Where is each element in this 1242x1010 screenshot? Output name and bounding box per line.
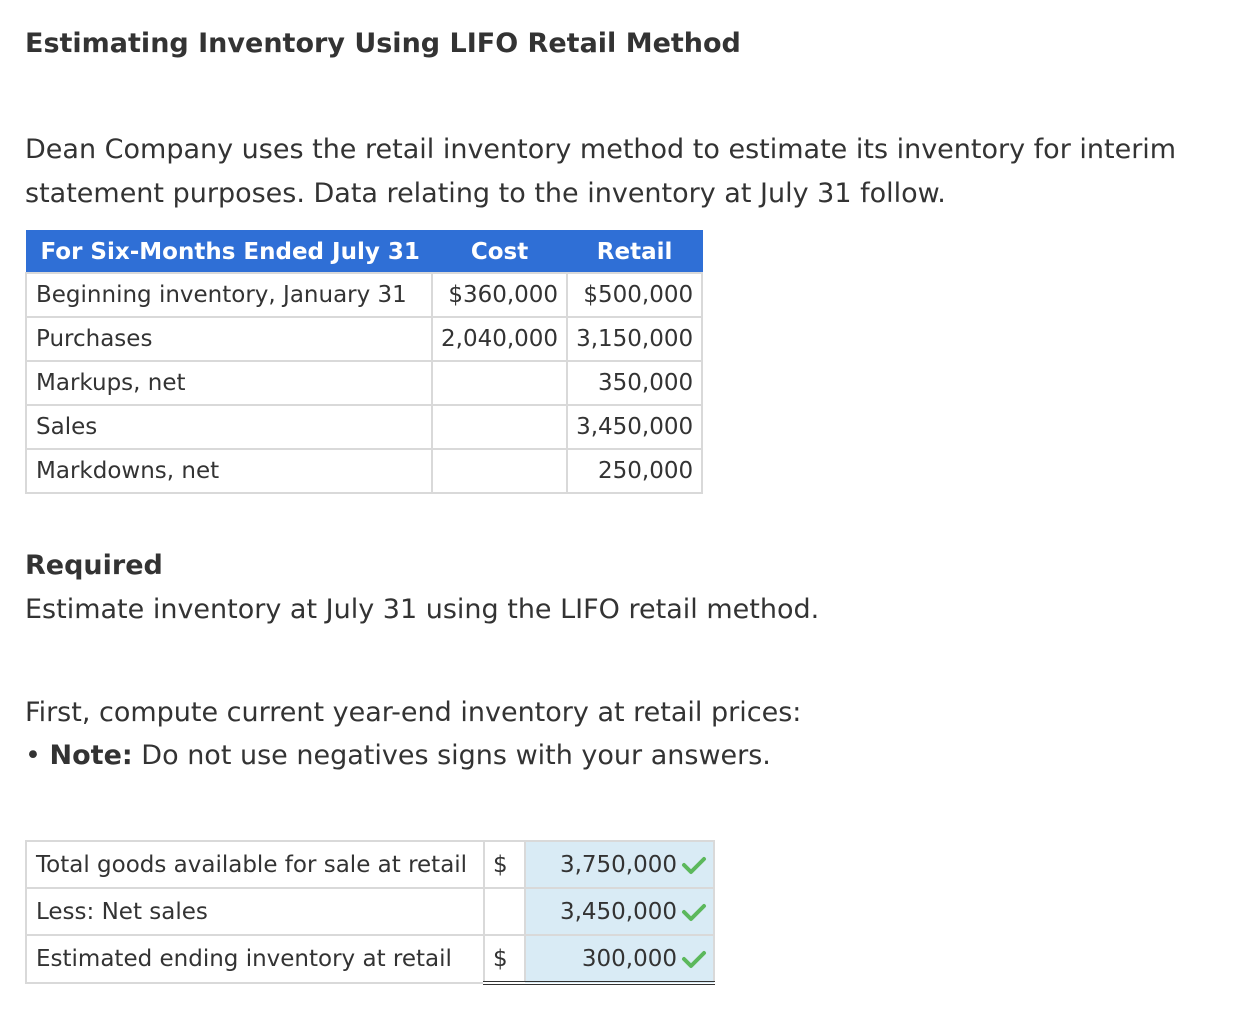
note-label: Note: <box>49 740 133 771</box>
page-title: Estimating Inventory Using LIFO Retail M… <box>25 28 741 59</box>
bullet: • <box>25 740 41 771</box>
inventory-data-table: For Six-Months Ended July 31 Cost Retail… <box>25 230 704 494</box>
row-label: Purchases <box>25 316 433 362</box>
header-period: For Six-Months Ended July 31 <box>25 230 433 274</box>
calc-row: Total goods available for sale at retail… <box>25 840 715 889</box>
note-text: Do not use negatives signs with your ans… <box>141 740 771 771</box>
answer-field-ending-inventory[interactable]: 300,000 <box>524 934 715 985</box>
answer-value: 3,750,000 <box>559 851 677 878</box>
table-header-row: For Six-Months Ended July 31 Cost Retail <box>25 230 703 274</box>
row-label: Markdowns, net <box>25 448 433 494</box>
answer-value: 3,450,000 <box>559 898 677 925</box>
answer-field-total-goods[interactable]: 3,750,000 <box>524 840 715 889</box>
currency-symbol: $ <box>483 840 526 889</box>
instruction-text: First, compute current year-end inventor… <box>25 697 802 728</box>
currency-symbol: $ <box>483 934 526 985</box>
check-icon <box>681 855 707 875</box>
row-cost <box>430 448 569 494</box>
row-retail: 3,150,000 <box>566 316 704 362</box>
currency-symbol <box>483 887 526 936</box>
answer-field-net-sales[interactable]: 3,450,000 <box>524 887 715 936</box>
calc-row: Less: Net sales 3,450,000 <box>25 887 715 936</box>
required-text: Estimate inventory at July 31 using the … <box>25 594 820 625</box>
row-cost: 2,040,000 <box>430 316 569 362</box>
required-heading: Required <box>25 550 163 581</box>
row-cost: $360,000 <box>430 272 569 318</box>
answer-value: 300,000 <box>581 945 677 972</box>
row-retail: 3,450,000 <box>566 404 704 450</box>
note-line: • Note: Do not use negatives signs with … <box>25 740 771 771</box>
row-label: Beginning inventory, January 31 <box>25 272 433 318</box>
row-retail: 250,000 <box>566 448 704 494</box>
calc-label: Less: Net sales <box>25 887 485 936</box>
calc-label: Total goods available for sale at retail <box>25 840 485 889</box>
row-cost <box>430 360 569 406</box>
check-icon <box>681 949 707 969</box>
check-icon <box>681 902 707 922</box>
intro-paragraph: Dean Company uses the retail inventory m… <box>25 134 1177 209</box>
table-row: Purchases 2,040,000 3,150,000 <box>25 316 704 362</box>
table-row: Markups, net 350,000 <box>25 360 704 406</box>
table-row: Sales 3,450,000 <box>25 404 704 450</box>
table-row: Beginning inventory, January 31 $360,000… <box>25 272 704 318</box>
row-retail: 350,000 <box>566 360 704 406</box>
row-retail: $500,000 <box>566 272 704 318</box>
row-label: Sales <box>25 404 433 450</box>
header-cost: Cost <box>431 230 568 274</box>
header-retail: Retail <box>566 230 703 274</box>
calc-row-total: Estimated ending inventory at retail $ 3… <box>25 934 715 985</box>
row-label: Markups, net <box>25 360 433 406</box>
row-cost <box>430 404 569 450</box>
calc-label: Estimated ending inventory at retail <box>25 934 485 984</box>
calculation-table: Total goods available for sale at retail… <box>25 840 715 985</box>
table-row: Markdowns, net 250,000 <box>25 448 704 494</box>
